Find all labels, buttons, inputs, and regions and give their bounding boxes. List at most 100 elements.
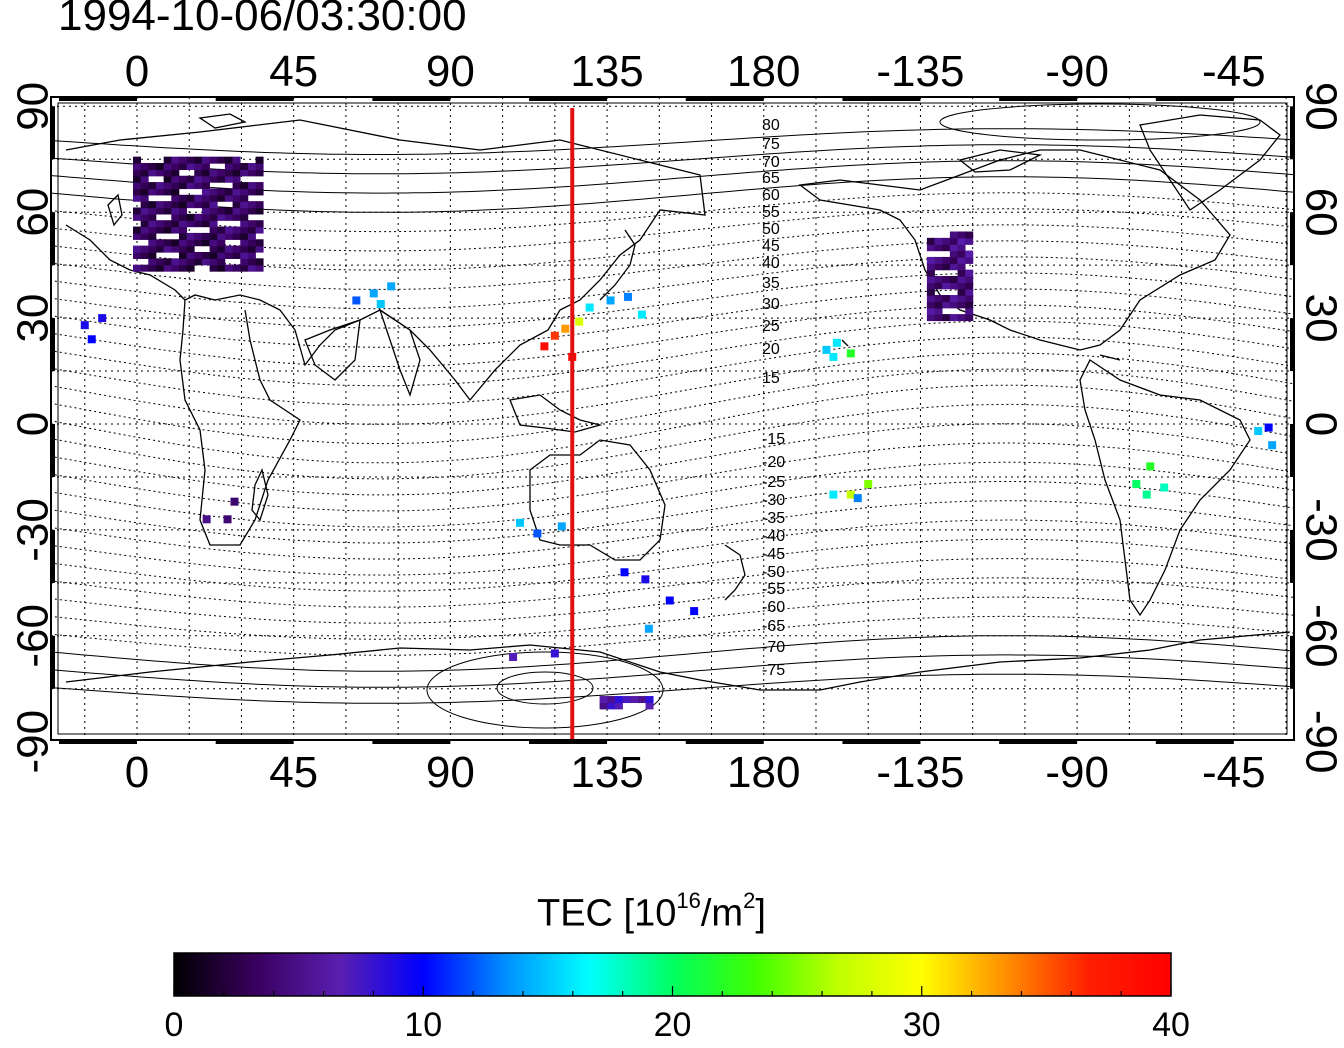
tec-region-cell: [255, 264, 264, 272]
tec-region-cell: [255, 188, 264, 196]
tec-region-cell: [599, 702, 608, 710]
tec-region-cell: [178, 232, 187, 240]
tec-region-cell: [155, 226, 164, 234]
tec-region-cell: [934, 282, 943, 290]
tec-region-cell: [965, 307, 974, 315]
tec-region-cell: [247, 163, 256, 171]
tec-region-cell: [186, 264, 195, 272]
lon-tick-label-top: 180: [727, 47, 800, 96]
tec-point: [690, 607, 699, 616]
tec-region-cell: [186, 175, 195, 183]
tec-region-cell: [934, 275, 943, 283]
tec-point: [623, 292, 632, 301]
tec-region-cell: [247, 182, 256, 190]
tec-region-cell: [201, 188, 210, 196]
tec-region-cell: [255, 258, 264, 266]
tec-point: [864, 480, 873, 489]
tec-region-cell: [224, 226, 233, 234]
tec-point: [644, 624, 653, 633]
tec-region-cell: [155, 245, 164, 253]
tec-region-cell: [232, 194, 241, 202]
tec-region-cell: [163, 175, 172, 183]
tec-region-cell: [163, 182, 172, 190]
tec-region-cell: [163, 201, 172, 209]
tec-region-cell: [224, 207, 233, 215]
tec-region-cell: [926, 237, 935, 245]
tec-region-cell: [133, 213, 141, 221]
tec-region-cell: [133, 226, 141, 234]
lon-tick-label-top: -90: [1045, 47, 1109, 96]
tec-point: [829, 490, 838, 499]
tec-region-cell: [133, 207, 141, 215]
tec-region-cell: [247, 201, 256, 209]
tec-region-cell: [155, 188, 164, 196]
tec-region-cell: [630, 696, 639, 704]
magnetic-latitude-contours: [51, 103, 1294, 729]
contour-label: -15: [762, 431, 785, 448]
coastline-segment: [65, 224, 186, 301]
tec-region-cell: [965, 269, 974, 277]
tec-region-cell: [949, 250, 958, 258]
tec-point: [1132, 480, 1141, 489]
tec-point: [387, 282, 396, 291]
tec-region-cell: [140, 182, 149, 190]
tec-region-cell: [957, 231, 966, 239]
tec-region-cell: [217, 188, 226, 196]
tec-region-cell: [926, 275, 935, 283]
contour-label: -75: [762, 662, 785, 679]
tec-region-cell: [178, 207, 187, 215]
coastline-segment: [378, 308, 421, 398]
tec-region-cell: [949, 244, 958, 252]
tec-region-cell: [201, 201, 210, 209]
tec-region-cell: [163, 258, 172, 266]
tec-region-cell: [232, 182, 241, 190]
tec-region-cell: [171, 264, 180, 272]
lon-tick-label-bottom: -135: [876, 748, 964, 797]
tec-region-cell: [949, 256, 958, 264]
contour-label: 55: [762, 204, 780, 221]
tec-region-cell: [224, 251, 233, 259]
tec-region-cell: [209, 156, 218, 164]
tec-region-cell: [232, 245, 241, 253]
tec-region-cell: [232, 156, 241, 164]
tec-region-cell: [171, 175, 180, 183]
tec-region-cell: [240, 239, 249, 247]
tec-region-cell: [186, 232, 195, 240]
tec-region-cell: [224, 175, 233, 183]
lat-tick-label-left: -30: [9, 498, 58, 562]
tec-region-cell: [140, 264, 149, 272]
coastline-segment: [251, 468, 269, 522]
lon-tick-label-bottom: 135: [570, 748, 643, 797]
tec-region-cell: [148, 207, 157, 215]
tec-region-cell: [217, 213, 226, 221]
contour-label: -20: [762, 454, 785, 471]
tec-region-cell: [942, 237, 951, 245]
tec-region-cell: [599, 696, 608, 704]
tec-point: [87, 335, 96, 344]
tec-point: [1264, 423, 1273, 432]
tec-region-cell: [217, 226, 226, 234]
tec-region-cell: [194, 239, 203, 247]
lon-tick-label-bottom: 0: [125, 748, 149, 797]
tec-region-cell: [949, 275, 958, 283]
tec-region-cell: [247, 258, 256, 266]
tec-data-points: [80, 156, 1277, 710]
tec-point: [352, 296, 361, 305]
tec-region-cell: [201, 169, 210, 177]
tec-region-cell: [178, 226, 187, 234]
tec-region-cell: [209, 251, 218, 259]
tec-region-cell: [186, 220, 195, 228]
tec-region-cell: [926, 269, 935, 277]
contour-label: -65: [762, 618, 785, 635]
tec-point: [832, 338, 841, 347]
tec-region-cell: [232, 188, 241, 196]
tec-region-cell: [171, 239, 180, 247]
tec-point: [665, 596, 674, 605]
tec-region-cell: [171, 163, 180, 171]
tec-region-cell: [171, 169, 180, 177]
tec-region-cell: [163, 226, 172, 234]
tec-region-cell: [148, 232, 157, 240]
tec-region-cell: [926, 288, 935, 296]
contour-label: 45: [762, 238, 780, 255]
tec-region-cell: [186, 194, 195, 202]
